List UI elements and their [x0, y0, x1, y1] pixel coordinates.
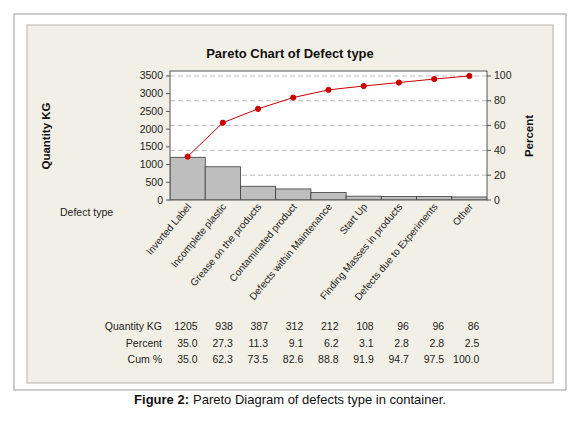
bar: [170, 157, 205, 200]
table-cell: 91.9: [353, 353, 374, 365]
figure: 0 500 1000 1500 2000 2500 3000 3500 0 20 40 60 80 100…: [0, 0, 577, 423]
caption: Figure 2: Pareto Diagram of defects type …: [134, 392, 446, 407]
bar: [276, 189, 311, 200]
y2-tick: [487, 150, 491, 151]
table-cell: 938: [215, 320, 233, 332]
marker: [326, 87, 331, 92]
bar: [205, 167, 240, 200]
table-cell: 108: [356, 320, 374, 332]
x-tick-label: Defects within Maintenance: [247, 201, 334, 302]
x-tick-label: Defects due to Experiments: [352, 201, 439, 302]
y2-tick: [487, 100, 491, 101]
plot-background: [170, 71, 487, 200]
y-tick: [166, 146, 170, 147]
y2-tick-label: 40: [494, 144, 506, 156]
table-cell: 212: [321, 320, 339, 332]
y2-tick-label: 20: [494, 169, 506, 181]
grid-line: [170, 100, 487, 101]
plot-frame: [170, 71, 487, 200]
marker: [291, 95, 296, 100]
y-tick: [166, 164, 170, 165]
y2-tick-label: 60: [494, 119, 506, 131]
table-cell: 86: [468, 320, 480, 332]
grid-line: [170, 150, 487, 151]
marker: [255, 106, 260, 111]
y-axis-label: Quantity KG: [40, 102, 52, 169]
table-cell: 96: [397, 320, 409, 332]
table-cell: 312: [286, 320, 304, 332]
table-cell: 62.3: [212, 353, 233, 365]
y-tick: [166, 75, 170, 76]
y-tick: [166, 129, 170, 130]
y2-tick-label: 100: [494, 69, 512, 81]
grid-line: [170, 75, 487, 76]
grid-line: [170, 125, 487, 126]
x-tick-label: Other: [450, 201, 475, 228]
bar: [417, 197, 452, 200]
y2-tick: [487, 175, 491, 176]
y2-tick-label: 80: [494, 94, 506, 106]
y-tick-label: 500: [145, 176, 163, 188]
marker: [432, 76, 437, 81]
table-cell: 2.8: [394, 337, 409, 349]
y-tick-label: 1500: [140, 140, 164, 152]
outer-frame: [14, 14, 566, 390]
table-cell: 387: [251, 320, 269, 332]
table-cell: 96: [432, 320, 444, 332]
y-tick-label: 2500: [140, 105, 164, 117]
y2-tick: [487, 75, 491, 76]
x-tick-label: Contaminated product: [227, 201, 299, 284]
x-tick-label: Start Up: [337, 201, 369, 237]
table-cell: 3.1: [359, 337, 374, 349]
marker: [467, 73, 472, 78]
y2-axis-label: Percent: [523, 115, 535, 157]
table-cell: 11.3: [248, 337, 268, 349]
bar: [311, 192, 346, 200]
table-cell: 88.8: [318, 353, 339, 365]
cum-line: [188, 76, 470, 157]
x-tick-label: Grease on the products: [188, 201, 264, 288]
table-cell: 9.1: [289, 337, 304, 349]
table-cell: 82.6: [283, 353, 304, 365]
y-tick: [166, 93, 170, 94]
y-tick-label: 1000: [140, 158, 164, 170]
table-row-label: Quantity KG: [105, 320, 162, 332]
marker: [220, 120, 225, 125]
y2-tick-label: 0: [494, 194, 500, 206]
x-axis-label: Defect type: [60, 206, 113, 218]
caption-label: Figure 2:: [134, 392, 189, 407]
table-row-label: Cum %: [128, 353, 162, 365]
table-cell: 97.5: [424, 353, 445, 365]
table-cell: 35.0: [177, 353, 198, 365]
table-cell: 35.0: [177, 337, 198, 349]
table-cell: 73.5: [248, 353, 269, 365]
table-cell: 100.0: [453, 353, 479, 365]
table-cell: 6.2: [324, 337, 339, 349]
y-tick: [166, 200, 170, 201]
table-row-label: Percent: [126, 337, 162, 349]
table-cell: 27.3: [212, 337, 233, 349]
title: Pareto Chart of Defect type: [206, 46, 374, 61]
bar: [381, 197, 416, 200]
table-cell: 1205: [174, 320, 198, 332]
caption-text: Pareto Diagram of defects type in contai…: [193, 392, 446, 407]
bar: [240, 186, 275, 200]
table-cell: 94.7: [389, 353, 410, 365]
marker: [361, 83, 366, 88]
y-tick: [166, 182, 170, 183]
table-cell: 2.5: [465, 337, 480, 349]
y-tick-label: 2000: [140, 123, 164, 135]
bar: [346, 196, 381, 200]
y2-tick: [487, 200, 491, 201]
y-tick-label: 0: [157, 194, 163, 206]
y-tick: [166, 111, 170, 112]
marks: [170, 73, 487, 200]
y2-tick: [487, 125, 491, 126]
marker: [396, 80, 401, 85]
chart-panel: [27, 25, 553, 383]
marker: [185, 154, 190, 159]
y-tick-label: 3500: [140, 69, 164, 81]
table-cell: 2.8: [430, 337, 445, 349]
y-tick-label: 3000: [140, 87, 164, 99]
